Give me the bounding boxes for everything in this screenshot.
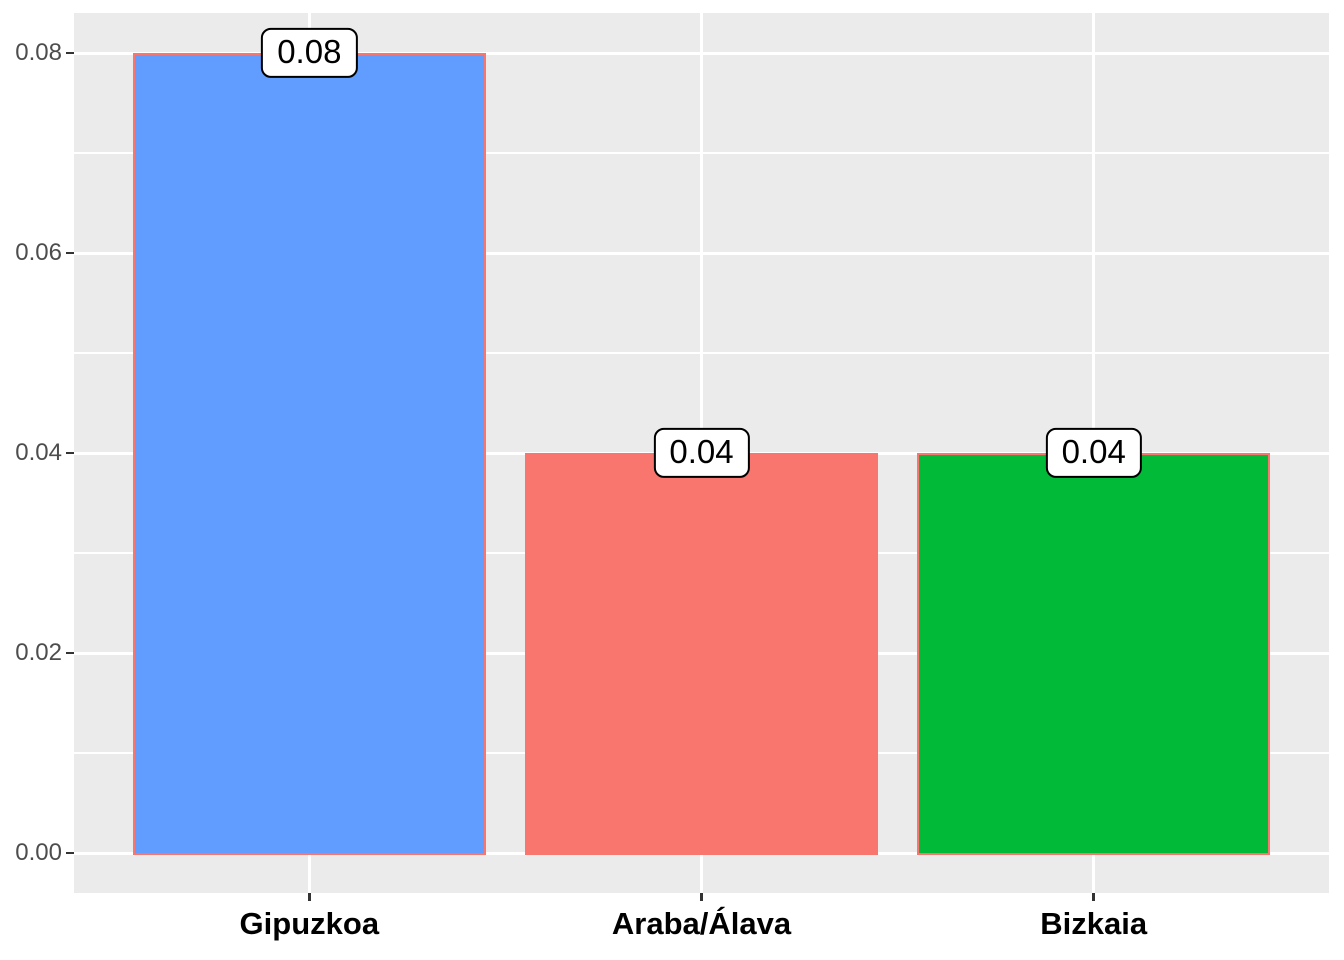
y-axis-tick-label: 0.06 bbox=[15, 239, 62, 266]
bar-bizkaia bbox=[917, 453, 1271, 855]
y-axis-tick bbox=[66, 51, 74, 55]
y-axis-tick-label: 0.02 bbox=[15, 639, 62, 666]
x-axis-tick-label: Araba/Álava bbox=[611, 906, 792, 941]
bar-value-label: 0.08 bbox=[261, 27, 358, 79]
bar-araba-lava bbox=[525, 453, 878, 855]
y-axis-tick-label: 0.00 bbox=[15, 839, 62, 866]
y-axis-tick bbox=[66, 251, 74, 255]
bar-gipuzkoa bbox=[132, 53, 486, 855]
x-axis-tick bbox=[700, 893, 703, 901]
y-axis-tick bbox=[66, 851, 74, 855]
y-axis-tick-label: 0.04 bbox=[15, 439, 62, 466]
plot-panel: 0.08 0.04 0.04 bbox=[74, 13, 1329, 893]
x-axis-tick bbox=[1092, 893, 1095, 901]
x-axis-tick-label: Bizkaia bbox=[1040, 906, 1148, 941]
x-axis-tick-label: Gipuzkoa bbox=[239, 906, 380, 941]
y-axis-tick bbox=[66, 651, 74, 655]
y-axis-tick bbox=[66, 451, 74, 455]
bar-value-label: 0.04 bbox=[1045, 427, 1142, 479]
y-axis-tick-label: 0.08 bbox=[15, 39, 62, 66]
x-axis-tick bbox=[308, 893, 311, 901]
bar-value-label: 0.04 bbox=[653, 427, 750, 479]
